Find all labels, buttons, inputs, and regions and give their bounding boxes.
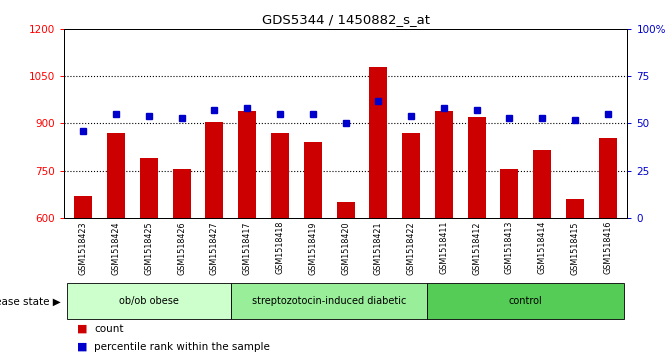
Bar [74,196,93,218]
Text: GSM1518413: GSM1518413 [505,221,514,274]
Bar [67,283,231,319]
Bar [402,133,420,218]
Bar [172,169,191,218]
Bar [501,169,519,218]
Bar [205,122,223,218]
Text: GSM1518427: GSM1518427 [210,221,219,275]
Bar [107,133,125,218]
Text: ■: ■ [77,342,88,352]
Text: GSM1518417: GSM1518417 [243,221,252,274]
Text: GSM1518412: GSM1518412 [472,221,481,274]
Bar [435,111,453,218]
Bar [468,117,486,218]
Text: disease state ▶: disease state ▶ [0,296,60,306]
Text: count: count [94,323,123,334]
Bar [566,199,584,218]
Bar [599,138,617,218]
Bar [337,202,354,218]
Text: GSM1518425: GSM1518425 [144,221,154,275]
Bar [427,283,624,319]
Text: GSM1518422: GSM1518422 [407,221,415,275]
Bar [271,133,289,218]
Text: GSM1518421: GSM1518421 [374,221,383,274]
Text: streptozotocin-induced diabetic: streptozotocin-induced diabetic [252,296,407,306]
Text: GSM1518414: GSM1518414 [537,221,547,274]
Text: ob/ob obese: ob/ob obese [119,296,179,306]
Bar [238,111,256,218]
Text: GSM1518418: GSM1518418 [276,221,285,274]
Text: GSM1518411: GSM1518411 [440,221,448,274]
Text: GSM1518420: GSM1518420 [341,221,350,274]
Text: GSM1518424: GSM1518424 [111,221,121,274]
Bar [533,150,551,218]
Bar [140,158,158,218]
Bar [304,142,322,218]
Text: GSM1518415: GSM1518415 [570,221,580,274]
Bar [231,283,427,319]
Text: percentile rank within the sample: percentile rank within the sample [94,342,270,352]
Title: GDS5344 / 1450882_s_at: GDS5344 / 1450882_s_at [262,13,429,26]
Text: ■: ■ [77,323,88,334]
Text: GSM1518423: GSM1518423 [79,221,88,274]
Text: control: control [509,296,543,306]
Text: GSM1518419: GSM1518419 [308,221,317,274]
Bar [369,67,387,218]
Text: GSM1518426: GSM1518426 [177,221,187,274]
Text: GSM1518416: GSM1518416 [603,221,612,274]
